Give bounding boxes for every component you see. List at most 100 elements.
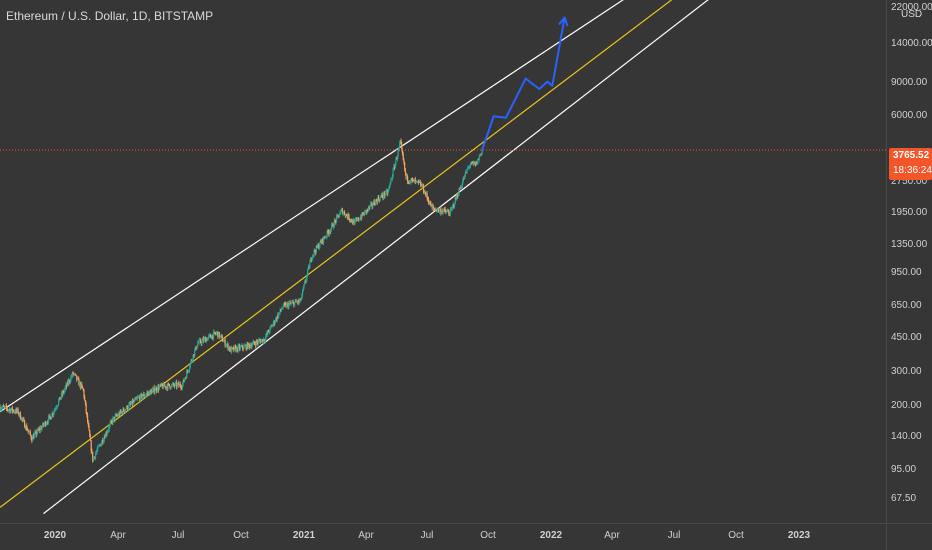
candle-body (245, 345, 247, 350)
candle-body (50, 416, 52, 420)
candle-body (108, 425, 110, 430)
candle-body (454, 204, 456, 207)
candle-body (101, 440, 103, 444)
candle-body (334, 220, 336, 222)
candle-body (294, 300, 296, 303)
candle-body (170, 384, 173, 389)
candle-body (14, 411, 16, 413)
candle-body (441, 211, 443, 213)
candle-body (357, 217, 359, 221)
candle-body (10, 409, 12, 413)
candle-body (457, 195, 459, 197)
candle-body (256, 340, 258, 343)
candle-body (451, 208, 453, 210)
candle-body (184, 377, 186, 380)
candle-body (320, 241, 323, 243)
candle-body (312, 254, 315, 256)
candle-body (463, 178, 465, 180)
candle-body (450, 209, 452, 211)
candle-body (301, 295, 303, 299)
candle-body (173, 385, 176, 387)
candle-body (119, 410, 121, 416)
chart-title[interactable]: Ethereum / U.S. Dollar, 1D, BITSTAMP (6, 9, 214, 23)
candle-body (472, 162, 474, 164)
candle-body (176, 382, 178, 387)
candle-body (71, 376, 73, 378)
candle-body (40, 427, 42, 430)
candle-body (357, 217, 359, 220)
candle-body (465, 172, 467, 173)
candle-body (431, 204, 433, 208)
candle-body (239, 345, 241, 350)
candle-body (70, 376, 72, 382)
candle-body (202, 338, 205, 342)
candle-body (140, 394, 142, 395)
candle-body (276, 315, 278, 321)
candle-body (406, 175, 409, 182)
candle-body (376, 200, 378, 203)
candle-body (265, 333, 267, 337)
candle-body (236, 347, 238, 352)
candle-body (455, 197, 457, 199)
candle-body (30, 435, 32, 439)
candle-body (426, 193, 428, 198)
candle-body (63, 391, 65, 393)
candle-body (270, 326, 272, 327)
candle-body (461, 185, 463, 188)
candle-body (427, 197, 429, 200)
candle-body (282, 307, 284, 309)
candle-body (50, 417, 52, 420)
candle-body (372, 201, 375, 206)
candle-body (260, 340, 262, 343)
candle-body (289, 302, 291, 304)
candle-body (418, 182, 420, 183)
candle-body (412, 179, 414, 181)
candle-body (177, 382, 179, 384)
candle-body (303, 284, 305, 288)
candle-body (299, 300, 301, 302)
candle-body (254, 344, 257, 346)
candle-body (268, 331, 270, 333)
candle-body (326, 230, 328, 237)
candle-body (467, 168, 469, 170)
candle-body (3, 405, 5, 407)
price-tick-label: 950.00 (891, 267, 922, 278)
candle-body (325, 236, 327, 238)
candle-body (66, 381, 68, 387)
candle-body (95, 452, 97, 454)
candle-body (34, 432, 36, 435)
candle-body (312, 255, 314, 258)
candle-body (389, 182, 391, 186)
plot-area[interactable] (0, 0, 886, 515)
candle-body (125, 409, 127, 410)
candle-body (183, 379, 186, 382)
candle-body (272, 324, 274, 327)
candle-body (466, 169, 468, 173)
candle-body (111, 420, 113, 423)
candle-body (174, 383, 176, 387)
candle-body (217, 331, 219, 337)
candle-body (57, 404, 59, 407)
candle-body (346, 214, 348, 216)
candle-body (26, 430, 29, 431)
candle-body (55, 408, 57, 410)
candle-body (343, 211, 346, 215)
candle-body (218, 332, 220, 337)
candle-body (128, 404, 130, 409)
candle-body (475, 162, 477, 166)
candle-body (285, 303, 287, 308)
candle-body (76, 378, 79, 380)
candle-body (438, 208, 440, 212)
candle-body (157, 386, 159, 391)
candle-body (41, 426, 43, 430)
candle-body (286, 304, 288, 308)
candle-body (452, 204, 454, 206)
candle-body (270, 325, 273, 327)
candle-body (233, 346, 236, 351)
candle-body (29, 431, 31, 433)
candle-body (109, 423, 111, 426)
candle-body (246, 343, 248, 350)
candle-body (181, 387, 183, 389)
